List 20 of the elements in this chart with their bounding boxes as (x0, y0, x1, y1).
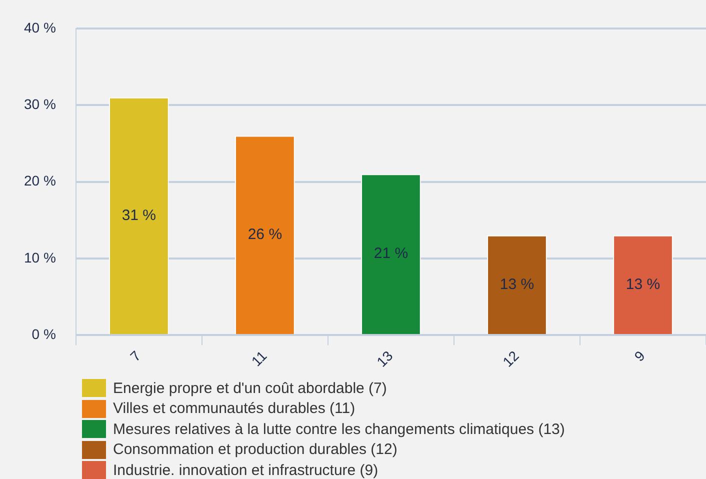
x-tick-label: 13 (373, 347, 396, 370)
y-tick-label: 40 % (24, 19, 56, 36)
legend-label: Energie propre et d'un coût abordable (7) (113, 380, 387, 397)
x-tick-label: 12 (499, 347, 522, 370)
x-tick-label: 9 (631, 347, 648, 364)
y-tick-label: 20 % (24, 172, 56, 189)
legend-label: Consommation et production durables (12) (113, 441, 398, 458)
data-label: 21 % (374, 245, 408, 262)
x-tick-label: 11 (248, 347, 270, 370)
legend-label: Villes et communautés durables (11) (113, 400, 356, 418)
data-label: 13 % (500, 276, 534, 293)
y-tick-label: 30 % (24, 96, 56, 112)
x-tick-label: 7 (126, 347, 144, 364)
data-label: 13 % (626, 276, 660, 293)
data-label: 31 % (122, 206, 156, 224)
legend-label: Industrie. innovation et infrastructure (9) (113, 462, 378, 479)
y-tick-label: 10 % (24, 249, 56, 266)
y-tick-label: 0 % (32, 326, 56, 342)
legend-label: Mesures relatives à la lutte contre les changements climatiques (13) (113, 420, 565, 438)
data-label: 26 % (248, 226, 282, 244)
